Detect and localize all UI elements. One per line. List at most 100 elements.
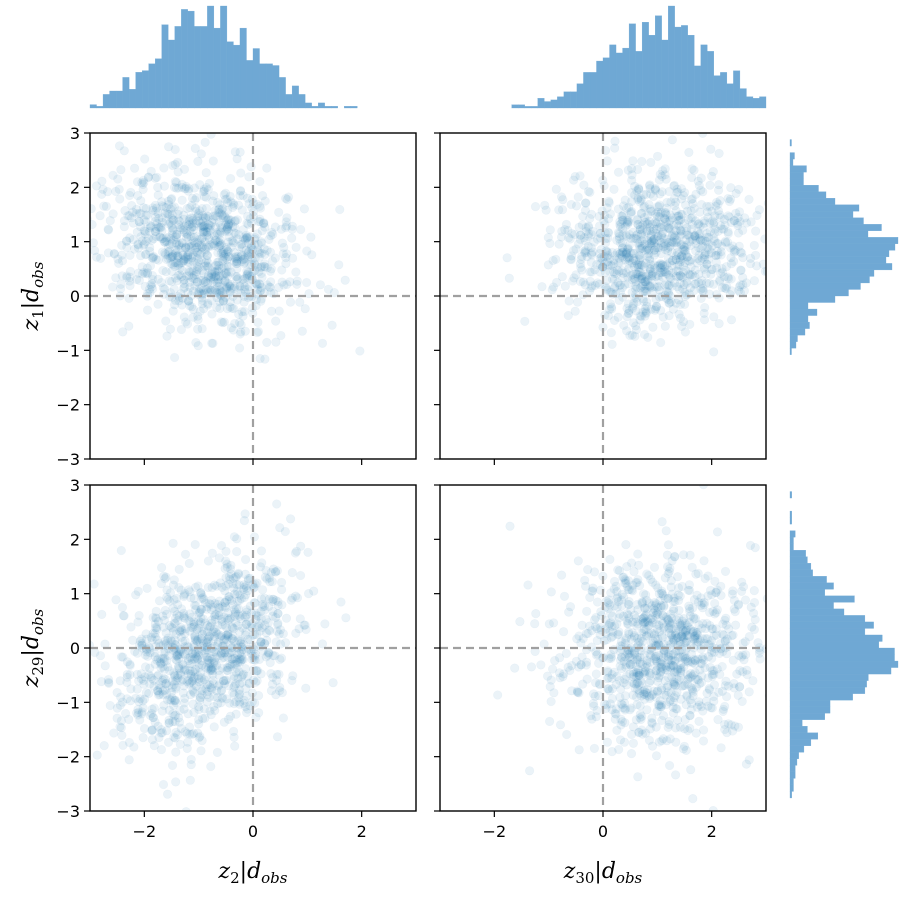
y-axis-label-1: z29|dobs	[19, 608, 47, 688]
scatter-point	[212, 260, 222, 270]
scatter-point	[607, 304, 617, 314]
scatter-point	[196, 275, 206, 285]
scatter-point	[197, 594, 207, 604]
scatter-point	[124, 211, 135, 221]
scatter-point	[603, 311, 614, 321]
scatter-point	[700, 236, 710, 246]
scatter-point	[639, 329, 650, 340]
scatter-point	[224, 220, 234, 230]
scatter-point	[224, 281, 234, 291]
scatter-point	[605, 253, 615, 264]
scatter-point	[291, 242, 301, 252]
scatter-point	[268, 606, 278, 617]
scatter-point	[147, 270, 158, 281]
scatter-point	[112, 703, 122, 713]
scatter-point	[168, 623, 178, 633]
hist-bar	[233, 44, 241, 109]
scatter-point	[635, 222, 645, 232]
scatter-point	[202, 255, 212, 265]
scatter-point	[150, 227, 161, 237]
scatter-point	[211, 211, 221, 221]
scatter-point	[193, 211, 204, 221]
scatter-point	[126, 187, 136, 197]
scatter-point	[220, 601, 230, 611]
hist-bar	[789, 198, 836, 205]
scatter-point	[253, 326, 263, 337]
scatter-point	[640, 286, 650, 296]
scatter-point	[709, 233, 719, 244]
scatter-point	[640, 304, 650, 314]
scatter-point	[654, 737, 664, 747]
scatter-point	[569, 273, 579, 283]
scatter-point	[296, 224, 306, 235]
scatter-point	[668, 220, 679, 231]
scatter-point	[220, 597, 230, 607]
scatter-point	[191, 270, 201, 280]
scatter-point	[668, 702, 678, 712]
scatter-point	[180, 665, 190, 676]
scatter-point	[640, 687, 651, 697]
scatter-point	[149, 681, 159, 691]
scatter-point	[585, 276, 595, 286]
scatter-point	[230, 572, 240, 582]
scatter-point	[208, 338, 218, 348]
scatter-point	[660, 241, 671, 251]
scatter-point	[148, 252, 158, 262]
scatter-point	[188, 222, 198, 232]
scatter-point	[622, 215, 632, 225]
scatter-point	[653, 207, 663, 217]
scatter-point	[641, 277, 651, 287]
scatter-point	[95, 651, 106, 661]
scatter-point	[315, 280, 326, 290]
scatter-point	[720, 220, 730, 230]
scatter-point	[656, 305, 666, 316]
scatter-point	[709, 669, 719, 679]
scatter-point	[103, 224, 113, 234]
scatter-point	[185, 267, 195, 277]
scatter-point	[191, 651, 201, 662]
scatter-point	[672, 211, 682, 221]
scatter-point	[573, 556, 583, 566]
scatter-point	[272, 499, 282, 509]
scatter-point	[209, 580, 220, 590]
scatter-point	[690, 656, 700, 666]
scatter-point	[682, 252, 693, 262]
scatter-point	[224, 232, 234, 242]
scatter-point	[745, 259, 756, 269]
scatter-point	[235, 281, 245, 291]
scatter-point	[670, 231, 680, 241]
scatter-point	[212, 212, 222, 222]
scatter-point	[712, 246, 722, 256]
scatter-point	[281, 253, 291, 263]
scatter-point	[147, 704, 157, 714]
scatter-point	[630, 683, 640, 693]
scatter-point	[690, 279, 700, 289]
scatter-point	[140, 672, 150, 682]
scatter-point	[260, 259, 270, 269]
scatter-point	[694, 230, 704, 240]
scatter-point	[660, 215, 671, 225]
scatter-point	[551, 254, 561, 264]
scatter-point	[235, 626, 245, 637]
scatter-point	[589, 743, 600, 754]
scatter-point	[655, 263, 665, 273]
scatter-point	[218, 249, 228, 259]
scatter-point	[208, 666, 218, 676]
scatter-point	[645, 282, 655, 292]
scatter-point	[225, 279, 235, 289]
scatter-point	[259, 218, 269, 228]
scatter-point	[259, 605, 270, 615]
scatter-point	[135, 715, 145, 725]
scatter-point	[687, 270, 698, 280]
scatter-point	[656, 337, 666, 348]
scatter-point	[690, 265, 700, 275]
scatter-point	[689, 285, 699, 296]
scatter-point	[638, 613, 649, 623]
scatter-point	[230, 253, 240, 263]
scatter-point	[150, 717, 160, 727]
scatter-point	[147, 282, 157, 292]
scatter-point	[665, 210, 675, 220]
scatter-point	[207, 582, 217, 593]
scatter-point	[630, 331, 640, 341]
